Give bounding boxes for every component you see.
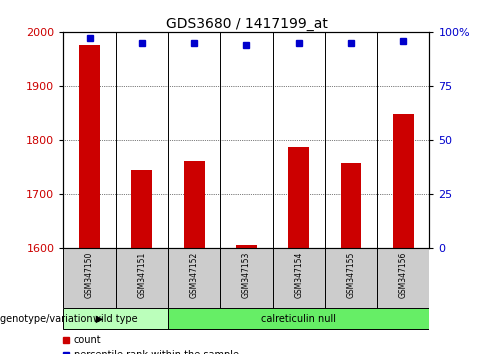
Text: genotype/variation ▶: genotype/variation ▶	[0, 314, 103, 324]
Text: GSM347155: GSM347155	[346, 251, 356, 298]
Text: GSM347153: GSM347153	[242, 251, 251, 298]
Bar	[63, 249, 116, 308]
Title: GDS3680 / 1417199_at: GDS3680 / 1417199_at	[165, 17, 327, 31]
Text: count: count	[74, 335, 102, 345]
Bar	[325, 249, 377, 308]
Bar	[63, 308, 168, 329]
Bar	[288, 147, 309, 249]
Bar	[131, 170, 152, 249]
Text: GSM347156: GSM347156	[399, 251, 408, 298]
Bar	[236, 245, 257, 249]
Bar	[116, 249, 168, 308]
Text: calreticulin null: calreticulin null	[261, 314, 336, 324]
Bar	[393, 114, 414, 249]
Bar	[341, 163, 362, 249]
Bar	[183, 161, 204, 249]
Text: GSM347154: GSM347154	[294, 251, 303, 298]
Text: percentile rank within the sample: percentile rank within the sample	[74, 350, 239, 354]
Bar	[220, 249, 273, 308]
Bar	[168, 308, 429, 329]
Bar	[79, 45, 100, 249]
Bar	[273, 249, 325, 308]
Text: wild type: wild type	[93, 314, 138, 324]
Text: GSM347151: GSM347151	[137, 251, 146, 298]
Text: GSM347150: GSM347150	[85, 251, 94, 298]
Bar	[377, 249, 429, 308]
Text: GSM347152: GSM347152	[190, 251, 199, 298]
Bar	[168, 249, 220, 308]
